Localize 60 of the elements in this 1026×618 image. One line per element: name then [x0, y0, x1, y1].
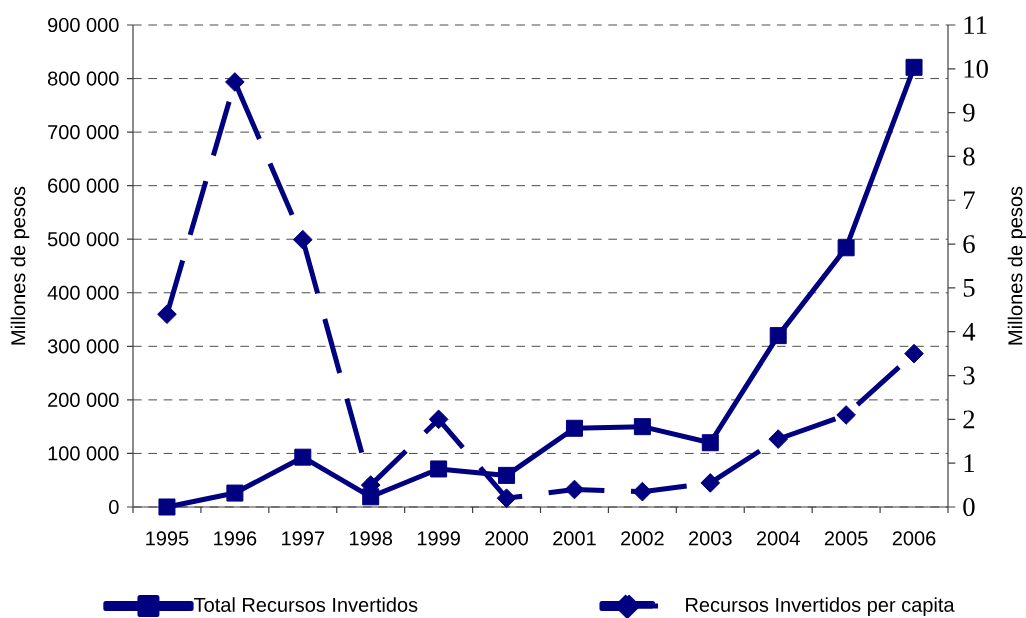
x-tick-label: 1999 — [417, 531, 460, 546]
point — [768, 429, 789, 449]
point — [837, 239, 855, 257]
x-tick-label: 1995 — [146, 531, 189, 546]
point — [633, 418, 651, 436]
y2-tick-label: 7 — [964, 191, 975, 209]
point — [158, 498, 176, 516]
point — [294, 448, 312, 466]
legend-label: Total Recursos Invertidos — [194, 597, 418, 612]
y-tick-label: 400 000 — [47, 285, 119, 300]
x-tick-label: 2004 — [756, 531, 800, 546]
y-tick-label: 200 000 — [48, 392, 119, 407]
point — [836, 405, 856, 425]
y2-tick-label: 9 — [963, 103, 975, 122]
y-tick-label: 500 000 — [47, 232, 119, 247]
point — [904, 343, 924, 364]
y2-tick-label: 1 — [964, 454, 974, 472]
y2-axis-title: Millones de pesos — [1007, 186, 1026, 345]
point — [496, 488, 517, 509]
y-tick-label: 700 000 — [48, 125, 119, 140]
point — [701, 434, 719, 452]
point — [700, 473, 721, 493]
y2-tick-label: 8 — [963, 147, 975, 166]
point — [428, 409, 449, 430]
x-tick-label: 1998 — [349, 531, 393, 546]
point — [769, 327, 787, 345]
y-tick-label: 800 000 — [47, 71, 119, 86]
x-tick-label: 1996 — [214, 531, 257, 546]
y-tick-label: 900 000 — [48, 17, 119, 33]
point — [226, 484, 244, 502]
y2-tick-label: 6 — [963, 235, 975, 254]
point — [498, 466, 516, 484]
x-tick-label: 2002 — [621, 531, 664, 546]
x-tick-label: 1997 — [282, 531, 325, 546]
y2-tick-label: 11 — [964, 16, 987, 34]
x-tick-label: 2000 — [485, 531, 528, 546]
y-tick-label: 300 000 — [47, 339, 119, 354]
y-axis-title: Millones de pesos — [10, 186, 30, 345]
y2-tick-label: 10 — [964, 59, 988, 78]
point — [157, 304, 177, 325]
point — [632, 481, 653, 502]
point — [565, 419, 583, 437]
point — [225, 72, 245, 92]
x-tick-label: 2005 — [824, 531, 868, 546]
y2-tick-label: 5 — [963, 279, 975, 297]
point — [905, 58, 923, 76]
y2-tick-label: 3 — [963, 366, 975, 385]
y-tick-label: 0 — [109, 499, 119, 515]
x-tick-label: 2006 — [892, 531, 936, 546]
x-tick-label: 2003 — [689, 531, 732, 546]
point — [430, 460, 448, 478]
point — [564, 479, 585, 500]
y2-tick-label: 4 — [962, 322, 976, 341]
y2-tick-label: 0 — [963, 497, 975, 516]
legend-label: Recursos Invertidos per capita — [686, 597, 955, 616]
y2-tick-label: 2 — [963, 410, 975, 429]
y-tick-label: 600 000 — [48, 178, 119, 193]
point — [292, 229, 313, 250]
x-tick-label: 2001 — [553, 531, 596, 546]
y-tick-label: 100 000 — [48, 446, 119, 461]
